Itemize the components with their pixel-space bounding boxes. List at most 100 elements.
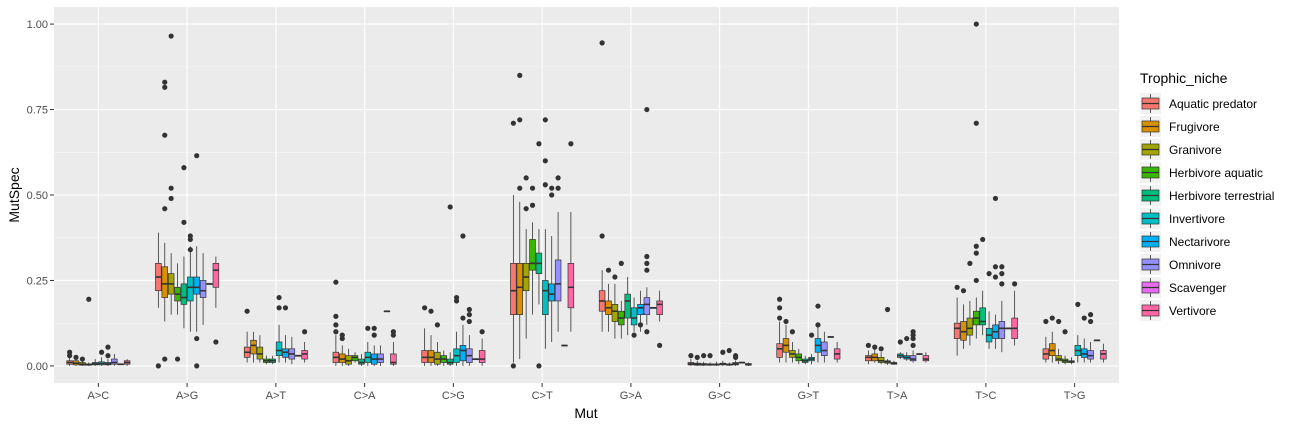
box-0-7 — [111, 353, 118, 366]
outlier-point — [162, 84, 168, 90]
box-9-6 — [903, 352, 910, 361]
box-8-6 — [814, 324, 822, 363]
outlier-point — [333, 279, 339, 285]
box-5-6 — [548, 236, 555, 342]
legend-label: Herbivore terrestrial — [1169, 189, 1274, 203]
outlier-point — [549, 185, 555, 191]
y-tick-label: 1.00 — [27, 19, 48, 31]
box-body — [250, 339, 257, 355]
outlier-point — [815, 303, 821, 309]
box-0-5 — [98, 357, 105, 366]
x-tick-label: G>A — [620, 390, 643, 402]
outlier-point — [302, 329, 308, 335]
outlier-point — [428, 308, 434, 314]
box-4-6 — [459, 324, 467, 366]
box-1-3 — [174, 263, 181, 315]
legend-key — [1140, 277, 1161, 298]
y-tick-label: 0.00 — [27, 361, 48, 373]
box-1-9 — [212, 256, 220, 308]
box-2-2 — [256, 335, 264, 363]
outlier-point — [707, 353, 713, 359]
x-tick-label: C>T — [532, 390, 553, 402]
box-9-4 — [890, 360, 898, 365]
legend-label: Nectarivore — [1169, 235, 1231, 249]
box-1-4 — [180, 256, 188, 329]
legend-label: Herbivore aquatic — [1169, 166, 1263, 180]
box-3-3 — [351, 352, 359, 363]
outlier-point — [612, 274, 618, 280]
box-body — [1049, 343, 1056, 357]
outlier-point — [644, 267, 650, 273]
outlier-point — [910, 335, 916, 342]
legend-label: Omnivore — [1169, 258, 1221, 272]
box-body — [351, 355, 359, 362]
y-tick-label: 0.50 — [27, 190, 48, 202]
outlier-point — [999, 264, 1005, 270]
box-body — [427, 350, 435, 363]
box-11-6 — [1080, 338, 1088, 363]
box-1-8 — [206, 283, 213, 285]
box-9-7 — [909, 350, 917, 363]
box-0-1 — [72, 357, 80, 366]
outlier-point — [434, 322, 440, 328]
box-8-5 — [808, 353, 815, 365]
box-6-0 — [598, 270, 606, 332]
outlier-point — [333, 322, 339, 328]
box-body — [421, 350, 428, 363]
box-9-1 — [871, 348, 878, 363]
outlier-point — [86, 296, 92, 302]
outlier-point — [213, 339, 219, 345]
box-0-2 — [79, 359, 86, 366]
outlier-point — [168, 33, 174, 39]
box-body — [1087, 350, 1094, 360]
box-8-7 — [821, 331, 828, 363]
x-tick-label: T>C — [975, 390, 996, 402]
outlier-point — [599, 40, 605, 46]
legend: Trophic_niche Aquatic predator Frugivore G… — [1140, 70, 1274, 321]
box-body — [161, 266, 168, 298]
box-body — [979, 307, 986, 326]
outlier-point — [194, 153, 200, 159]
outlier-point — [542, 158, 548, 164]
outlier-point — [618, 260, 624, 266]
y-tick-label: 0.75 — [27, 105, 48, 117]
outlier-point — [460, 233, 466, 239]
outlier-point — [631, 332, 637, 338]
outlier-point — [523, 206, 529, 212]
legend-key — [1140, 185, 1161, 206]
box-0-8 — [117, 363, 124, 366]
outlier-point — [973, 120, 979, 126]
box-8-3 — [795, 348, 803, 365]
outlier-point — [529, 185, 536, 191]
box-body — [358, 358, 365, 365]
box-10-5 — [985, 311, 993, 349]
outlier-point — [637, 322, 644, 328]
box-1-7 — [199, 253, 207, 325]
box-body — [567, 263, 575, 309]
box-layer — [66, 21, 1107, 369]
outlier-point — [1088, 312, 1094, 318]
box-10-2 — [966, 300, 974, 346]
outlier-point — [1049, 315, 1055, 321]
box-body — [1100, 350, 1107, 360]
box-7-0 — [687, 359, 695, 366]
box-10-4 — [979, 290, 986, 336]
box-4-8 — [472, 358, 479, 361]
box-body — [877, 357, 885, 363]
outlier-point — [466, 318, 472, 325]
outlier-point — [517, 117, 523, 123]
x-tick-label: C>A — [354, 390, 376, 402]
outlier-point — [1075, 301, 1081, 307]
outlier-point — [644, 329, 650, 335]
box-body — [998, 321, 1006, 339]
box-6-4 — [624, 277, 631, 336]
outlier-point — [777, 315, 783, 321]
outlier-point — [865, 342, 871, 348]
box-8-8 — [827, 336, 834, 338]
outlier-point — [992, 264, 999, 270]
outlier-point — [105, 353, 111, 359]
box-11-3 — [1061, 355, 1069, 365]
box-11-4 — [1068, 357, 1075, 365]
outlier-point — [181, 219, 187, 225]
